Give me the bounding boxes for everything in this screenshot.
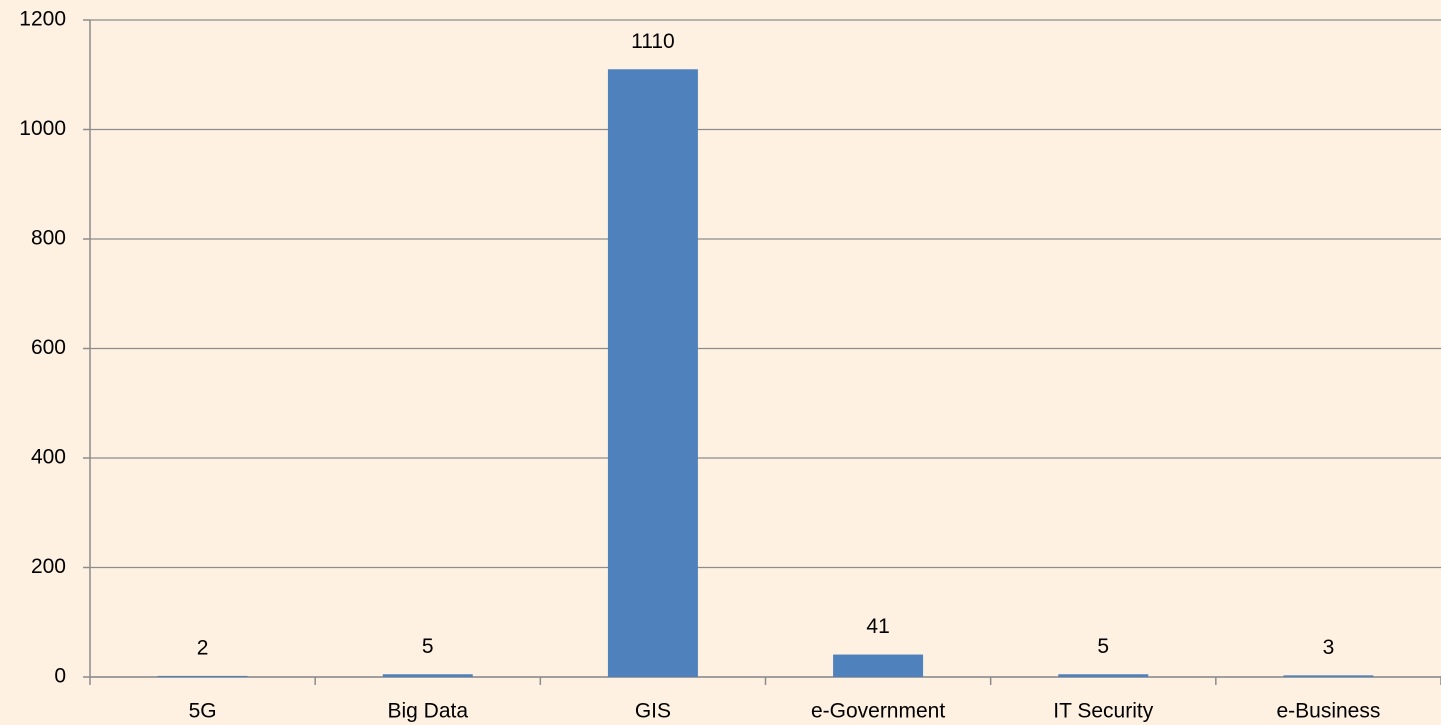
x-tick-label: IT Security (1053, 700, 1153, 723)
x-tick-label: GIS (635, 700, 671, 723)
y-tick-label: 800 (31, 227, 66, 250)
y-tick-label: 1000 (19, 117, 66, 140)
bar (607, 69, 698, 677)
data-label: 1110 (631, 30, 675, 53)
y-tick-label: 1200 (19, 8, 66, 31)
x-tick-label: e-Government (811, 700, 945, 723)
data-label: 5 (422, 635, 434, 658)
data-label: 5 (1097, 635, 1109, 658)
x-tick-label: Big Data (387, 700, 468, 723)
y-tick-label: 200 (31, 555, 66, 578)
x-tick-label: e-Business (1276, 700, 1380, 723)
bar (157, 675, 248, 677)
data-label: 2 (197, 636, 209, 659)
data-label: 41 (866, 615, 889, 638)
bar (1283, 675, 1374, 677)
y-tick-label: 400 (31, 446, 66, 469)
y-tick-label: 600 (31, 336, 66, 359)
x-tick-label: 5G (189, 700, 217, 723)
y-tick-label: 0 (54, 665, 66, 688)
bar (1058, 674, 1149, 677)
data-label: 3 (1323, 636, 1335, 659)
bar (833, 654, 924, 677)
bar (382, 674, 473, 677)
